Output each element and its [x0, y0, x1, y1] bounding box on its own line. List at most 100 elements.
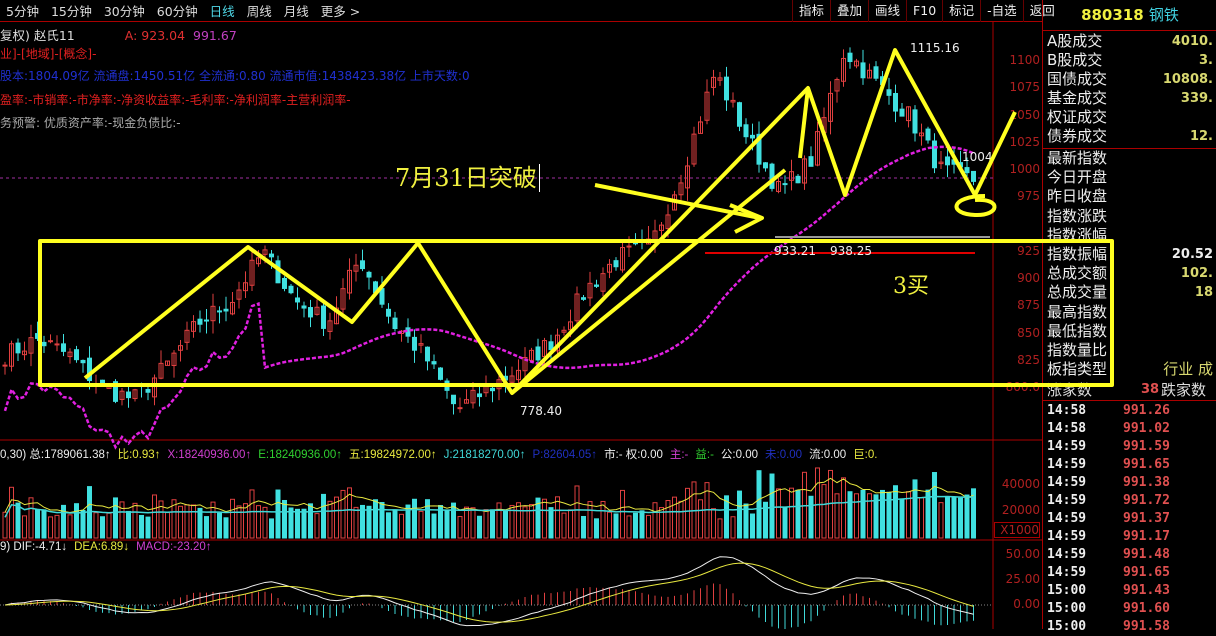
period-tab[interactable]: 5分钟	[6, 4, 39, 19]
candle	[139, 384, 144, 387]
volume-bar	[119, 501, 125, 539]
index-row: 今日开盘	[1047, 168, 1108, 187]
period-tab[interactable]: 30分钟	[103, 4, 145, 19]
volume-bar	[685, 487, 690, 539]
candle	[899, 108, 905, 117]
volume-bar	[145, 516, 151, 539]
candle	[197, 318, 203, 325]
volume-bar	[633, 512, 638, 539]
period-tab[interactable]: 60分钟	[156, 4, 198, 19]
candle	[945, 156, 950, 166]
macd-tick: 25.00	[1005, 572, 1040, 586]
volume-bar	[594, 518, 599, 539]
volume-bar	[139, 514, 144, 539]
volume-bar	[938, 502, 944, 539]
candle	[782, 183, 788, 186]
volume-bar	[776, 488, 781, 539]
volume-bar	[171, 499, 177, 539]
candle	[100, 379, 105, 385]
volume-bar	[353, 506, 359, 539]
period-tab[interactable]: 15分钟	[50, 4, 92, 19]
volume-bar	[28, 497, 34, 539]
volume-bar	[295, 508, 300, 539]
volume-bar	[880, 489, 885, 539]
volume-bar	[418, 510, 424, 539]
volume-bar	[834, 493, 840, 539]
toolbar-button[interactable]: 指标	[792, 0, 830, 22]
volume-bar	[672, 496, 677, 539]
candle	[15, 342, 21, 354]
period-tab[interactable]: 月线	[283, 4, 309, 19]
toolbar-button[interactable]: 画线	[868, 0, 906, 22]
price-tick: 925	[1017, 243, 1040, 258]
trade-row: B股成交 3.	[1047, 51, 1213, 69]
candle	[301, 305, 307, 309]
volume-bar	[841, 477, 846, 539]
volume-bar	[763, 501, 768, 539]
period-tab[interactable]: 日线	[209, 4, 235, 19]
volume-bar	[626, 515, 632, 539]
volume-bar	[847, 491, 853, 539]
volume-bar	[600, 500, 606, 539]
toolbar-button[interactable]: 标记	[942, 0, 980, 22]
volume-bar	[607, 511, 612, 539]
volume-bar	[165, 512, 170, 539]
kline-chart[interactable]	[0, 0, 1042, 629]
candle	[932, 140, 937, 169]
volume-bar	[912, 479, 918, 539]
candle	[412, 336, 417, 351]
indicator-value: E:18240936.00↑	[258, 449, 342, 461]
macd-tick: 50.00	[1005, 547, 1040, 561]
candle	[61, 343, 66, 352]
toolbar-button[interactable]: 叠加	[830, 0, 868, 22]
toolbar-button[interactable]: -自选	[980, 0, 1023, 22]
volume-bar	[769, 473, 775, 539]
volume-bar	[152, 494, 157, 539]
breadth-row: 涨家数 38 跌家数	[1047, 381, 1207, 399]
candle	[880, 76, 885, 86]
volume-bar	[698, 499, 703, 539]
tick-row: 14:59 991.48	[1047, 547, 1170, 562]
candle	[613, 260, 619, 268]
candle	[490, 387, 495, 392]
volume-bar	[35, 509, 40, 539]
indicator-value: 巨:0.	[853, 449, 878, 461]
volume-tick: 20000	[1001, 503, 1040, 517]
candle	[269, 253, 274, 258]
period-tab[interactable]: 更多 >	[320, 4, 361, 19]
volume-bar	[347, 487, 352, 539]
volume-bar	[542, 498, 547, 539]
volume-bar	[750, 513, 755, 539]
candle	[217, 310, 222, 313]
volume-bar	[113, 497, 118, 539]
tick-row: 14:59 991.17	[1047, 529, 1170, 544]
candle	[750, 134, 755, 139]
volume-bar	[100, 516, 105, 539]
candle	[886, 89, 892, 96]
indicator-value: 五:19824972.00↑	[349, 449, 437, 461]
level-label: 933.21	[774, 244, 816, 258]
period-tab[interactable]: 周线	[246, 4, 272, 19]
volume-tick: 40000	[1001, 477, 1040, 491]
candle	[425, 346, 430, 362]
volume-bar	[93, 512, 99, 539]
indicator-value: 公:0.00	[720, 449, 758, 461]
volume-bar	[373, 499, 378, 539]
trade-row: 权证成交	[1047, 108, 1108, 126]
volume-bar	[951, 496, 957, 539]
candle	[724, 76, 729, 101]
volume-bar	[893, 485, 898, 539]
volume-bar	[223, 517, 229, 539]
candle	[535, 346, 541, 361]
volume-bar	[405, 504, 411, 539]
tick-row: 15:00 991.60	[1047, 601, 1170, 616]
volume-bar	[9, 486, 14, 539]
volume-bar	[249, 489, 255, 539]
volume-bar	[22, 515, 27, 539]
indicator-value: 主:-	[669, 449, 689, 461]
toolbar-button[interactable]: F10	[906, 0, 942, 22]
volume-unit: X1000	[994, 522, 1040, 538]
candle	[113, 381, 118, 402]
candle	[756, 133, 762, 165]
indicator-value: MACD:-23.20↑	[136, 541, 212, 553]
